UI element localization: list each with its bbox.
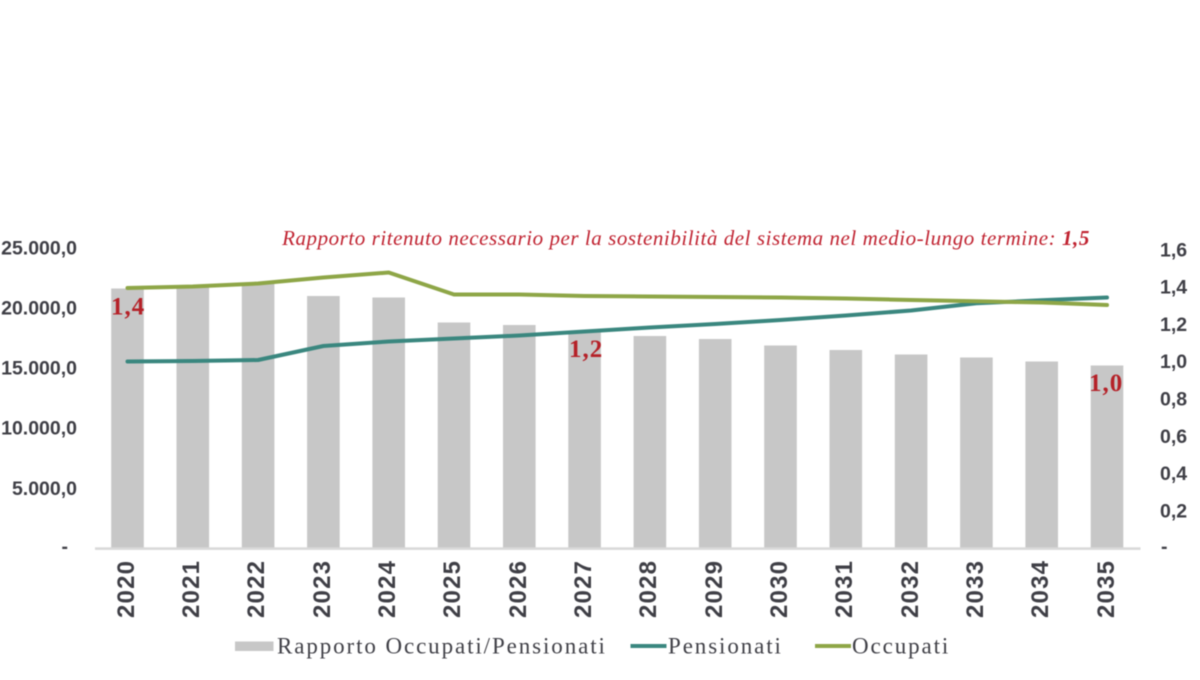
svg-text:2020: 2020 bbox=[113, 560, 140, 618]
svg-text:2025: 2025 bbox=[439, 560, 466, 618]
svg-text:5.000,0: 5.000,0 bbox=[12, 478, 77, 500]
svg-text:-: - bbox=[1161, 536, 1168, 558]
svg-text:2034: 2034 bbox=[1027, 560, 1054, 618]
svg-text:Occupati: Occupati bbox=[852, 634, 950, 659]
svg-text:2022: 2022 bbox=[243, 560, 270, 618]
svg-text:0,6: 0,6 bbox=[1160, 426, 1187, 448]
svg-text:2027: 2027 bbox=[570, 560, 597, 618]
svg-text:1,2: 1,2 bbox=[569, 336, 603, 363]
svg-text:2035: 2035 bbox=[1093, 560, 1120, 618]
svg-text:2024: 2024 bbox=[374, 560, 401, 618]
svg-text:20.000,0: 20.000,0 bbox=[1, 298, 77, 320]
svg-text:-: - bbox=[62, 536, 69, 558]
svg-text:1,2: 1,2 bbox=[1160, 314, 1187, 336]
svg-text:2031: 2031 bbox=[831, 560, 858, 618]
svg-text:1,0: 1,0 bbox=[1160, 351, 1187, 373]
svg-text:2028: 2028 bbox=[635, 560, 662, 618]
svg-text:15.000,0: 15.000,0 bbox=[1, 358, 77, 380]
svg-text:1,4: 1,4 bbox=[111, 294, 145, 321]
svg-text:0,8: 0,8 bbox=[1160, 389, 1187, 411]
svg-text:2033: 2033 bbox=[962, 560, 989, 618]
svg-text:25.000,0: 25.000,0 bbox=[1, 237, 77, 259]
svg-text:2030: 2030 bbox=[766, 560, 793, 618]
svg-text:10.000,0: 10.000,0 bbox=[1, 418, 77, 440]
svg-text:0,2: 0,2 bbox=[1160, 500, 1187, 522]
svg-text:1,0: 1,0 bbox=[1089, 370, 1123, 397]
svg-text:1,6: 1,6 bbox=[1160, 239, 1187, 261]
svg-text:1,4: 1,4 bbox=[1160, 277, 1187, 299]
svg-text:Pensionati: Pensionati bbox=[668, 634, 783, 659]
svg-text:2026: 2026 bbox=[505, 560, 532, 618]
svg-text:2029: 2029 bbox=[701, 560, 728, 618]
svg-text:2032: 2032 bbox=[897, 560, 924, 618]
svg-text:2023: 2023 bbox=[309, 560, 336, 618]
svg-text:2021: 2021 bbox=[178, 560, 205, 618]
svg-text:Rapporto Occupati/Pensionati: Rapporto Occupati/Pensionati bbox=[277, 634, 607, 659]
svg-text:Rapporto ritenuto necessario p: Rapporto ritenuto necessario per la sost… bbox=[281, 226, 1090, 250]
svg-text:0,4: 0,4 bbox=[1160, 463, 1187, 485]
